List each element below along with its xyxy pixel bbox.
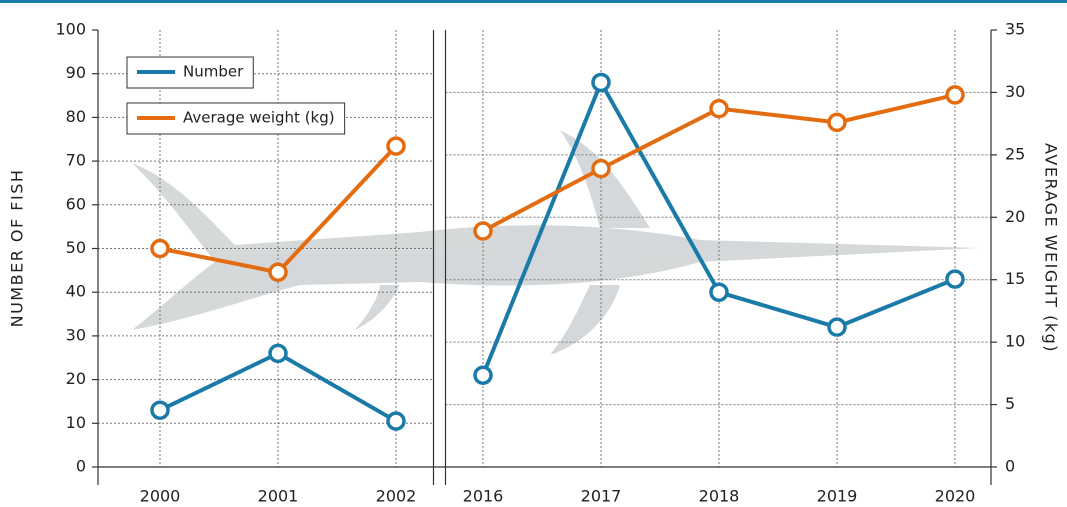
top-bar — [0, 0, 1067, 3]
data-point — [386, 136, 406, 156]
y2-tick-label: 5 — [1005, 394, 1015, 413]
y-tick-label: 70 — [66, 151, 86, 170]
data-point — [591, 72, 611, 93]
x-tick-label: 2018 — [699, 487, 740, 506]
y-tick-label: 80 — [66, 107, 86, 126]
y-tick-label: 100 — [55, 20, 86, 39]
data-point — [268, 262, 288, 282]
y-tick-label: 20 — [66, 369, 86, 388]
x-tick-label: 2019 — [817, 487, 858, 506]
data-point — [827, 112, 847, 133]
x-tick-label: 2017 — [581, 487, 622, 506]
data-point — [268, 343, 288, 364]
data-point — [150, 238, 170, 259]
y2-tick-label: 15 — [1005, 269, 1025, 288]
data-point — [709, 282, 729, 302]
y-tick-label: 30 — [66, 325, 86, 344]
x-tick-label: 2016 — [463, 487, 504, 506]
data-point — [591, 158, 611, 179]
data-point — [150, 400, 170, 420]
data-point — [945, 85, 965, 105]
legend-label: Number — [183, 63, 244, 81]
y-tick-label: 60 — [66, 194, 86, 213]
x-tick-label: 2001 — [258, 487, 299, 506]
y-tick-label: 10 — [66, 413, 86, 432]
y-tick-label: 90 — [66, 63, 86, 82]
legend-label: Average weight (kg) — [183, 109, 335, 127]
x-tick-label: 2020 — [935, 487, 976, 506]
data-point — [473, 365, 493, 385]
y2-tick-label: 35 — [1005, 20, 1025, 39]
x-tick-label: 2000 — [140, 487, 181, 506]
y2-tick-label: 25 — [1005, 144, 1025, 163]
y2-tick-label: 10 — [1005, 332, 1025, 351]
data-point — [827, 317, 847, 337]
x-tick-label: 2002 — [376, 487, 417, 506]
data-point — [709, 98, 729, 119]
y2-tick-label: 20 — [1005, 207, 1025, 226]
y-tick-label: 40 — [66, 282, 86, 301]
y2-tick-label: 30 — [1005, 82, 1025, 101]
data-point — [386, 411, 406, 431]
data-point — [945, 269, 965, 289]
y-tick-label: 0 — [76, 457, 86, 476]
data-point — [473, 221, 493, 241]
y2-tick-label: 0 — [1005, 457, 1015, 476]
y2-axis-title: AVERAGE WEIGHT (kg) — [1042, 143, 1061, 353]
y-tick-label: 50 — [66, 238, 86, 257]
y-axis-title: NUMBER OF FISH — [8, 169, 27, 328]
